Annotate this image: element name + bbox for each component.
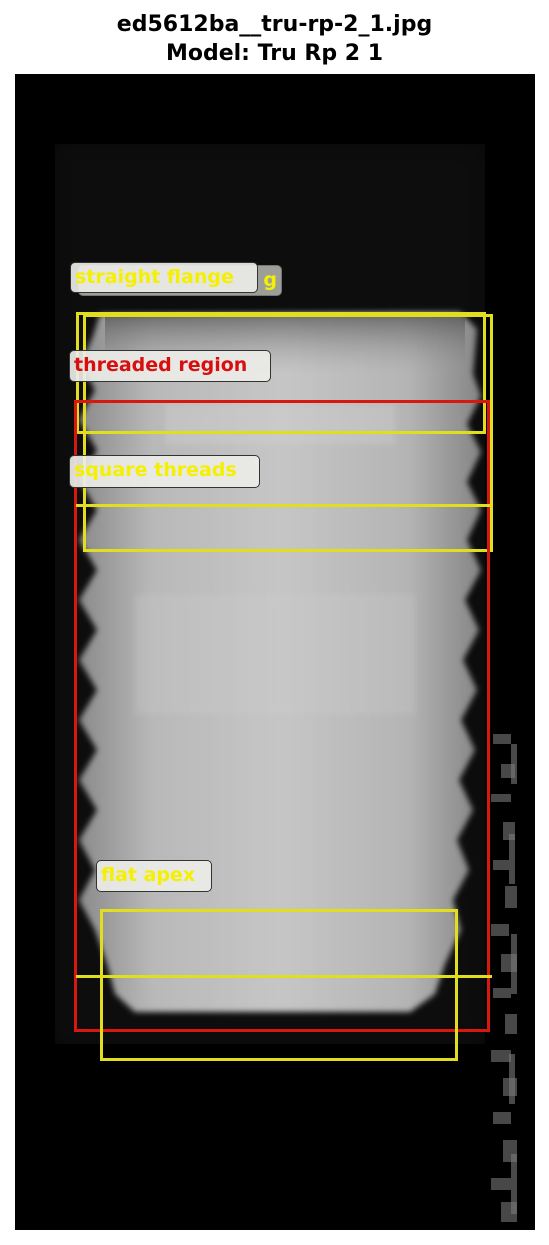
label-straight-flange: straight flange bbox=[70, 262, 258, 293]
label-square-threads: square threads bbox=[69, 455, 260, 488]
bbox-square-threads bbox=[76, 504, 492, 978]
xray-image-panel: g straight flange threaded region square… bbox=[15, 74, 535, 1230]
figure-title: ed5612ba__tru-rp-2_1.jpg Model: Tru Rp 2… bbox=[0, 10, 549, 68]
bbox-flat-apex bbox=[100, 909, 458, 1061]
label-flat-apex: flat apex bbox=[96, 860, 212, 892]
title-model: Model: Tru Rp 2 1 bbox=[0, 39, 549, 68]
title-filename: ed5612ba__tru-rp-2_1.jpg bbox=[0, 10, 549, 39]
label-threaded-region: threaded region bbox=[69, 350, 271, 382]
